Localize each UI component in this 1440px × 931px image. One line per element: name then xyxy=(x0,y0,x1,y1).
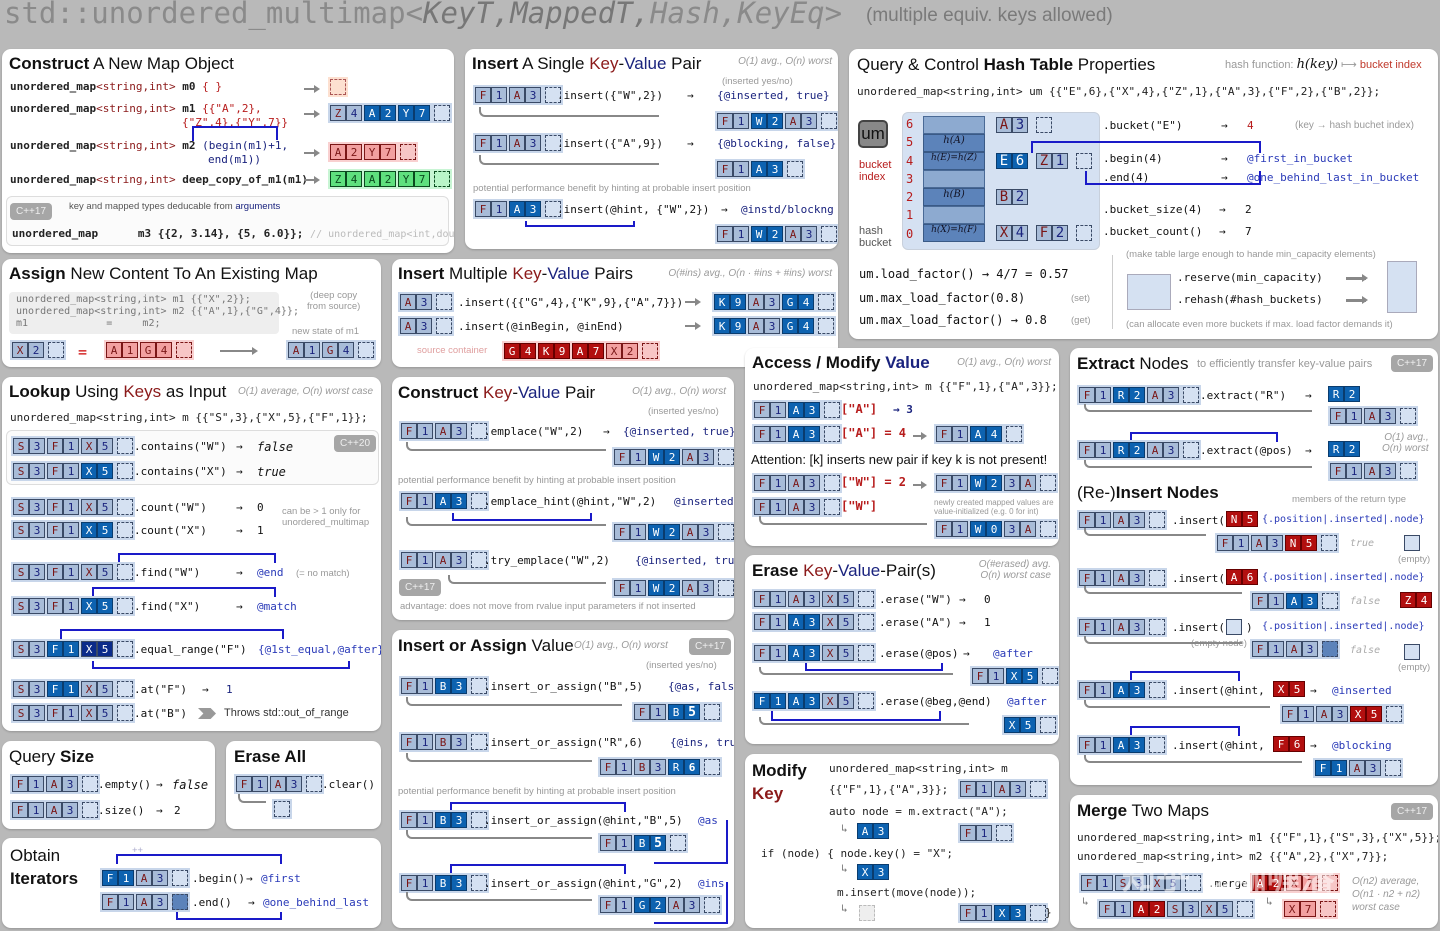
code-line-m1-cont: {"Z",4},{"Y",7}} xyxy=(182,116,288,129)
cpp17-badge: C++17 xyxy=(10,203,53,220)
max-load-factor-set: um.max_load_factor(0.8) xyxy=(859,291,1026,305)
panel-construct: Construct A New Map Object unordered_map… xyxy=(2,49,454,253)
panel-title: Extract Nodes xyxy=(1077,354,1189,373)
panel-erase: Erase Key-Value-Pair(s) O(#erased) avg. … xyxy=(745,555,1059,744)
panel-title: Query & Control Hash Table Properties xyxy=(857,55,1156,74)
panel-title: Assign New Content To An Existing Map xyxy=(9,264,318,283)
page-title: std::unordered_multimap<KeyT,MappedT,Has… xyxy=(4,0,843,30)
large-table-icon xyxy=(1387,261,1417,313)
panel-construct-pair: Construct Key-Value Pair O(1) avg., O(n)… xyxy=(392,377,734,620)
page-subtitle: (multiple equiv. keys allowed) xyxy=(866,5,1113,26)
deduce-note: key and mapped types deducable from argu… xyxy=(69,201,281,212)
reinsert-title: (Re-)Insert Nodes xyxy=(1077,483,1219,502)
code-line-deep-copy: unordered_map<string,int> deep_copy_of_m… xyxy=(10,173,309,186)
panel-lookup: Lookup Using Keys as Input O(1) average,… xyxy=(2,377,381,731)
panel-modify-key: Modify Key unordered_map<string,int> m {… xyxy=(745,754,1059,928)
panel-title: Access / Modify Value xyxy=(752,353,930,372)
complexity-note: O(1) avg., O(n) worst xyxy=(738,56,832,67)
panel-title: Erase All xyxy=(234,747,307,766)
max-load-factor-get: um.max_load_factor() → 0.8 xyxy=(859,313,1047,327)
panel-title: Insert or Assign Value xyxy=(398,636,574,655)
panel-insert-single: Insert A Single Key-Value Pair O(1) avg.… xyxy=(465,49,838,249)
small-table-icon xyxy=(1127,274,1171,310)
load-factor: um.load_factor() → 4/7 = 0.57 xyxy=(859,267,1069,281)
panel-insert-or-assign: Insert or Assign Value O(1) avg., O(n) w… xyxy=(392,630,734,928)
panel-title: Modify xyxy=(752,761,807,780)
um-object: um xyxy=(858,120,888,148)
panel-title: Obtain xyxy=(10,846,61,865)
panel-access: Access / Modify Value O(1) avg., O(n) wo… xyxy=(745,348,1059,546)
panel-title: Construct Key-Value Pair xyxy=(398,383,596,402)
cpp17-deduction-box: C++17 key and mapped types deducable fro… xyxy=(6,196,454,246)
code-line-m0: unordered_map<string,int> m0 { } xyxy=(10,80,222,93)
hash-table-decl: unordered_map<string,int> um {{"E",6},{"… xyxy=(857,85,1381,98)
insert-result: {@inserted, true} xyxy=(717,89,830,102)
code-line-m2-cont: end(m1)) xyxy=(208,153,261,166)
insert-call: .insert({"W",2}) xyxy=(557,89,663,102)
code-line-m2: unordered_map<string,int> m2 (begin(m1)+… xyxy=(10,139,289,152)
panel-title: Construct A New Map Object xyxy=(9,54,234,73)
throws-arrow-icon xyxy=(198,708,216,719)
panel-title: Merge Two Maps xyxy=(1077,801,1209,820)
attention-note: Attention: [k] inserts new pair if key k… xyxy=(751,452,1048,467)
panel-hash-table: Query & Control Hash Table Properties ha… xyxy=(849,49,1438,339)
watermark: 知乎 @咖喱藩 xyxy=(1122,859,1335,897)
panel-title: Insert A Single Key-Value Pair xyxy=(472,54,702,73)
code-line-m1: unordered_map<string,int> m1 {{"A",2}, xyxy=(10,102,262,115)
code-line-m3: unordered_map m3 {{2, 3.14}, {5, 6.0}}; … xyxy=(12,227,454,240)
panel-title: Insert Multiple Key-Value Pairs xyxy=(398,264,634,283)
panel-extract: Extract Nodes to efficiently transfer ke… xyxy=(1070,348,1438,785)
result-m0 xyxy=(328,77,348,97)
panel-merge: Merge Two Maps C++17 unordered_map<strin… xyxy=(1070,795,1438,928)
panel-title: Query Size xyxy=(9,747,95,766)
panel-assign: Assign New Content To An Existing Map un… xyxy=(2,259,381,367)
panel-title: Erase Key-Value-Pair(s) xyxy=(752,561,936,580)
hash-fn-note: hash function: h(key) ⟼ bucket index xyxy=(1225,57,1422,72)
hash-buckets: h(A) h(E)=h(Z) h(B) h(X)=h(F) xyxy=(923,116,985,242)
panel-title: Lookup Using Keys as Input xyxy=(9,382,227,401)
